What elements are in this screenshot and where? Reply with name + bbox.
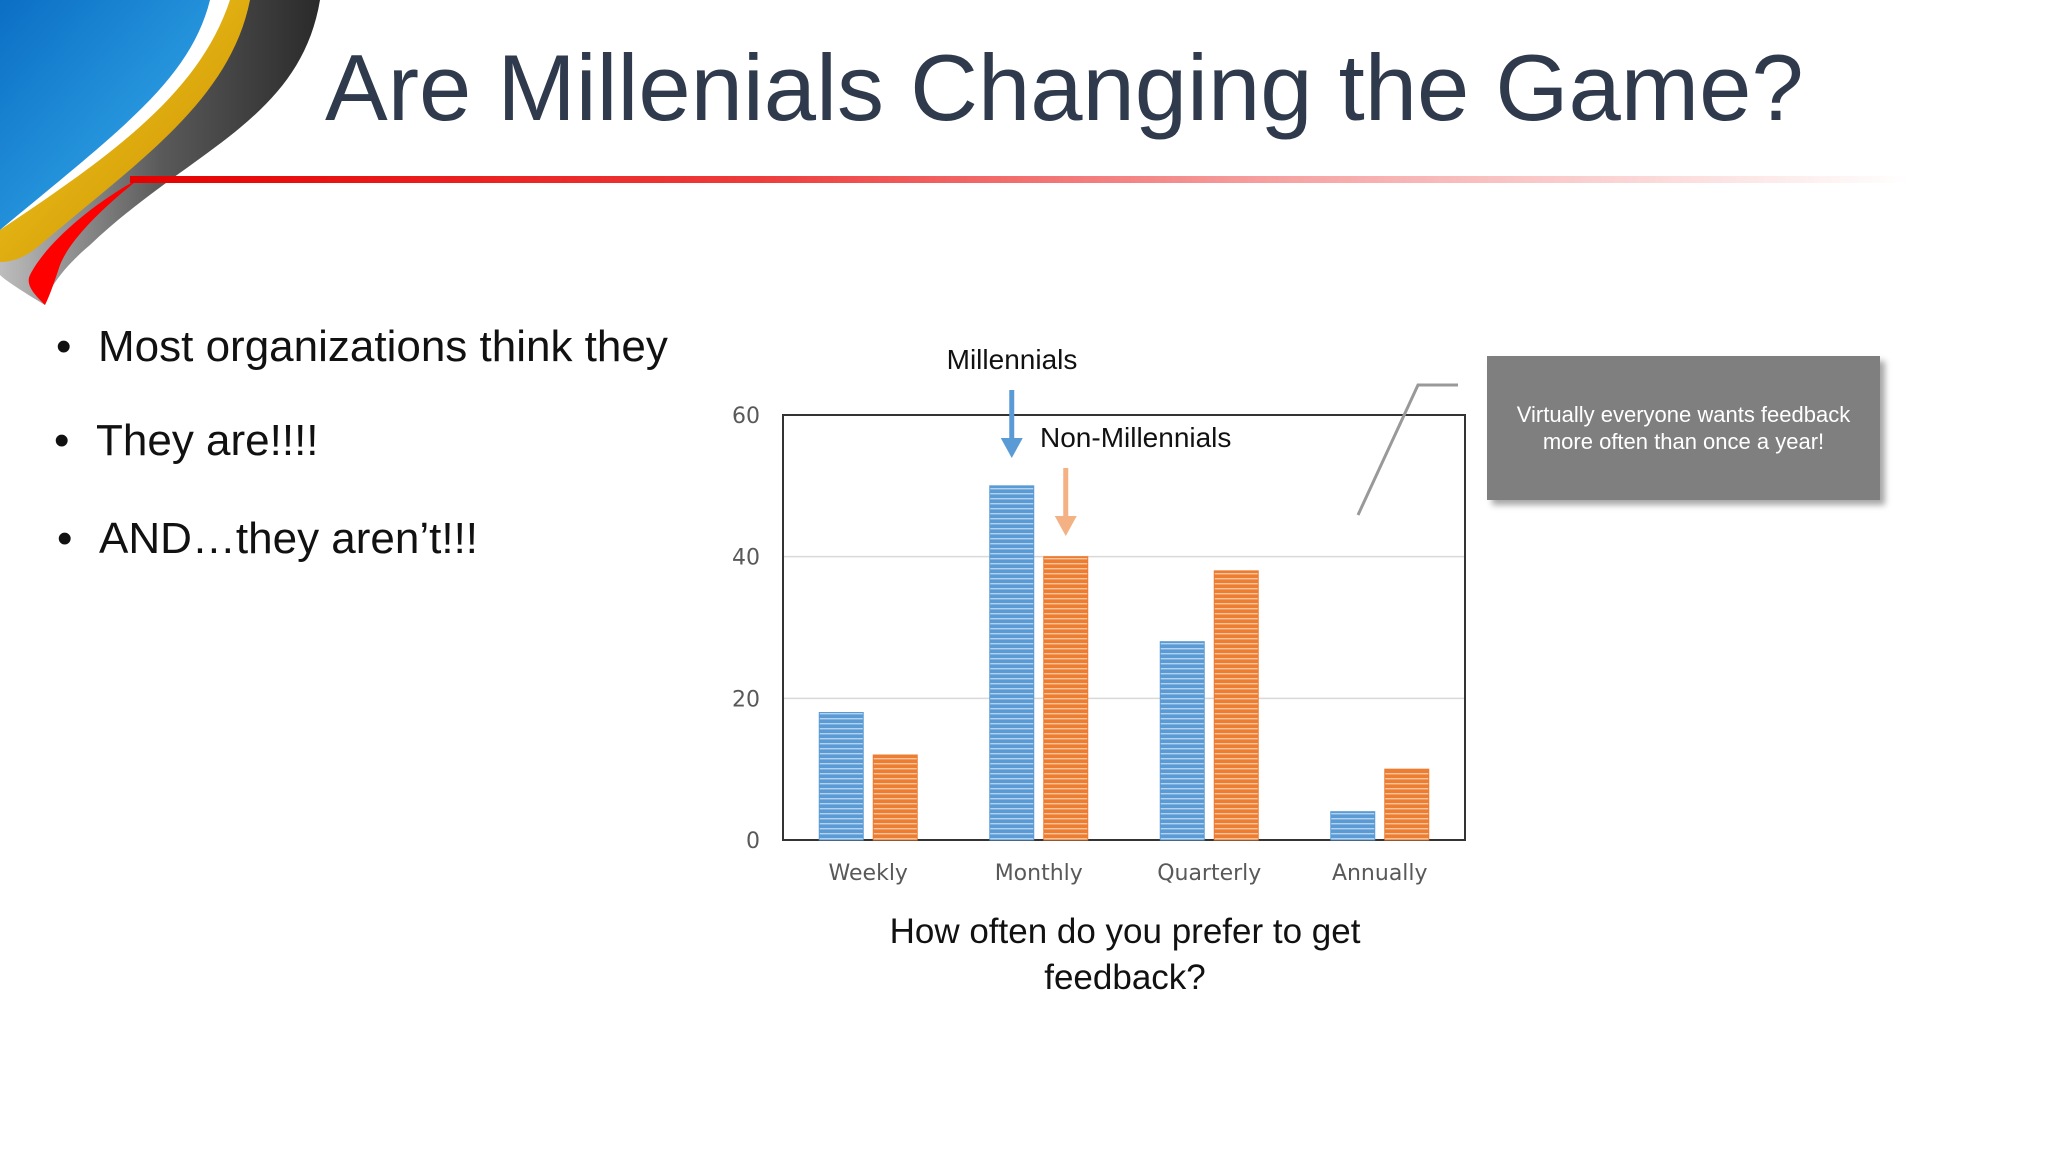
bullet-marker: •	[56, 322, 72, 371]
arrow-head-non-millennials	[1054, 516, 1077, 536]
y-tick-label: 0	[746, 829, 760, 854]
bullet-item: • They are!!!!	[54, 416, 319, 466]
bullet-text: Most organizations think they	[98, 322, 668, 371]
page-curl-decoration	[0, 0, 320, 305]
arrow-head-millennials	[1000, 438, 1023, 458]
bar-non-millennials-quarterly	[1213, 570, 1259, 841]
bullet-item: • AND…they aren’t!!!	[57, 514, 478, 564]
bar-millennials-quarterly	[1159, 641, 1205, 841]
bullet-list: • Most organizations think they • They are…	[0, 0, 700, 600]
bar-millennials-monthly	[989, 485, 1035, 841]
feedback-frequency-bar-chart: 0 20 40 60 Weekly Monthly Quarterly Annually How…	[732, 344, 1466, 997]
plot-area-border	[782, 414, 1466, 841]
bar-millennials-annually	[1330, 811, 1376, 841]
annotation-non-millennials: Non-Millennials	[1040, 422, 1231, 453]
y-tick-label: 40	[732, 546, 760, 571]
bar-non-millennials-weekly	[872, 754, 918, 841]
bar-non-millennials-annually	[1384, 768, 1430, 841]
bullet-item: • Most organizations think they	[56, 322, 668, 372]
y-tick-label: 20	[732, 687, 760, 712]
callout-connector-line	[1356, 383, 1458, 516]
x-axis-title: How often do you prefer to get feedback?	[890, 912, 1361, 997]
callout-text: Virtually everyone wants feedback more o…	[1516, 402, 1851, 454]
bar-millennials-weekly	[818, 712, 864, 841]
x-tick-label: Weekly	[829, 861, 908, 886]
x-tick-label: Monthly	[995, 861, 1083, 886]
bullet-marker: •	[54, 416, 70, 465]
annotation-millennials: Millennials	[947, 344, 1078, 375]
bullet-text: AND…they aren’t!!!	[99, 514, 479, 563]
bar-non-millennials-monthly	[1043, 556, 1089, 841]
title-underline-rule	[130, 176, 1910, 183]
y-tick-label: 60	[732, 404, 760, 429]
slide-title: Are Millenials Changing the Game?	[325, 35, 1804, 140]
bullet-marker: •	[57, 514, 73, 563]
bullet-text: They are!!!!	[96, 416, 319, 465]
callout-box: Virtually everyone wants feedback more o…	[1487, 356, 1880, 500]
x-tick-label: Annually	[1332, 861, 1428, 886]
x-tick-label: Quarterly	[1157, 861, 1261, 886]
